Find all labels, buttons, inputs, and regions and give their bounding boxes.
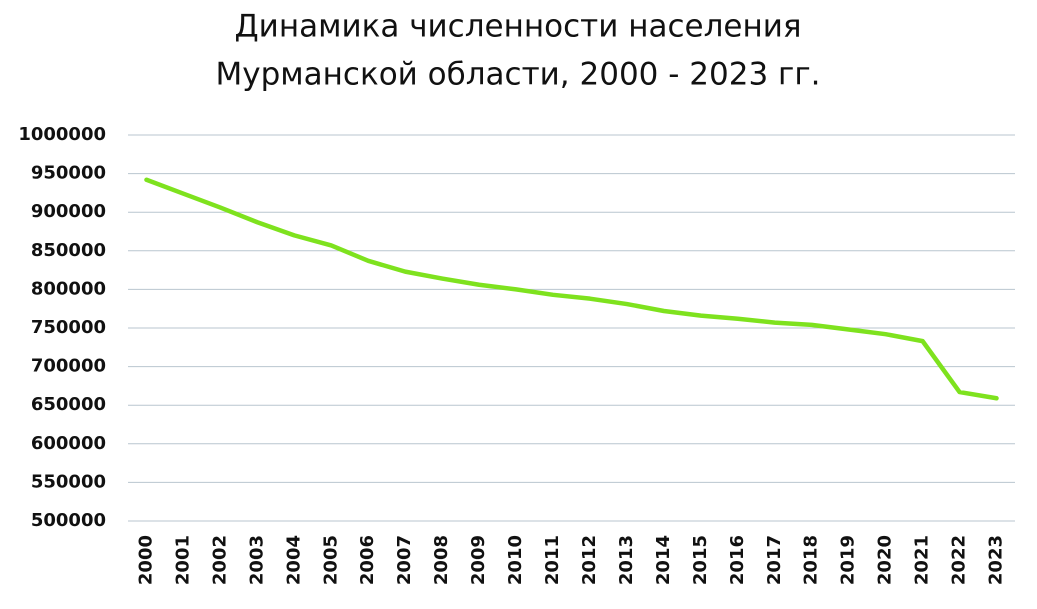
y-tick-label: 550000 [31,471,106,492]
x-tick-label: 2020 [875,535,896,585]
x-tick-label: 2019 [838,535,859,585]
y-tick-label: 1000000 [18,124,106,145]
x-tick-label: 2008 [431,535,452,585]
x-tick-label: 2004 [283,535,304,585]
chart-title: Мурманской области, 2000 - 2023 гг. [216,57,821,93]
x-tick-label: 2014 [653,535,674,585]
x-tick-label: 2023 [986,535,1007,585]
y-tick-label: 600000 [31,433,106,454]
chart-title: Динамика численности населения [234,9,801,45]
x-tick-label: 2009 [468,535,489,585]
y-tick-label: 650000 [31,394,106,415]
x-tick-label: 2015 [690,535,711,585]
x-tick-label: 2007 [394,535,415,585]
x-tick-label: 2018 [801,535,822,585]
y-tick-label: 950000 [31,163,106,184]
y-tick-label: 900000 [31,201,106,222]
x-tick-label: 2012 [579,535,600,585]
x-tick-label: 2003 [246,535,267,585]
y-tick-label: 800000 [31,278,106,299]
x-tick-label: 2006 [357,535,378,585]
x-tick-label: 2005 [320,535,341,585]
y-tick-label: 500000 [31,510,106,531]
x-tick-label: 2013 [616,535,637,585]
x-tick-label: 2016 [727,535,748,585]
x-tick-label: 2002 [209,535,230,585]
x-tick-label: 2017 [764,535,785,585]
x-tick-label: 2000 [135,535,156,585]
x-tick-label: 2021 [912,535,933,585]
x-tick-label: 2011 [542,535,563,585]
y-tick-label: 850000 [31,240,106,261]
y-tick-label: 750000 [31,317,106,338]
x-tick-label: 2001 [172,535,193,585]
data-line [144,177,999,401]
x-tick-label: 2010 [505,535,526,585]
x-tick-label: 2022 [949,535,970,585]
y-tick-label: 700000 [31,356,106,377]
